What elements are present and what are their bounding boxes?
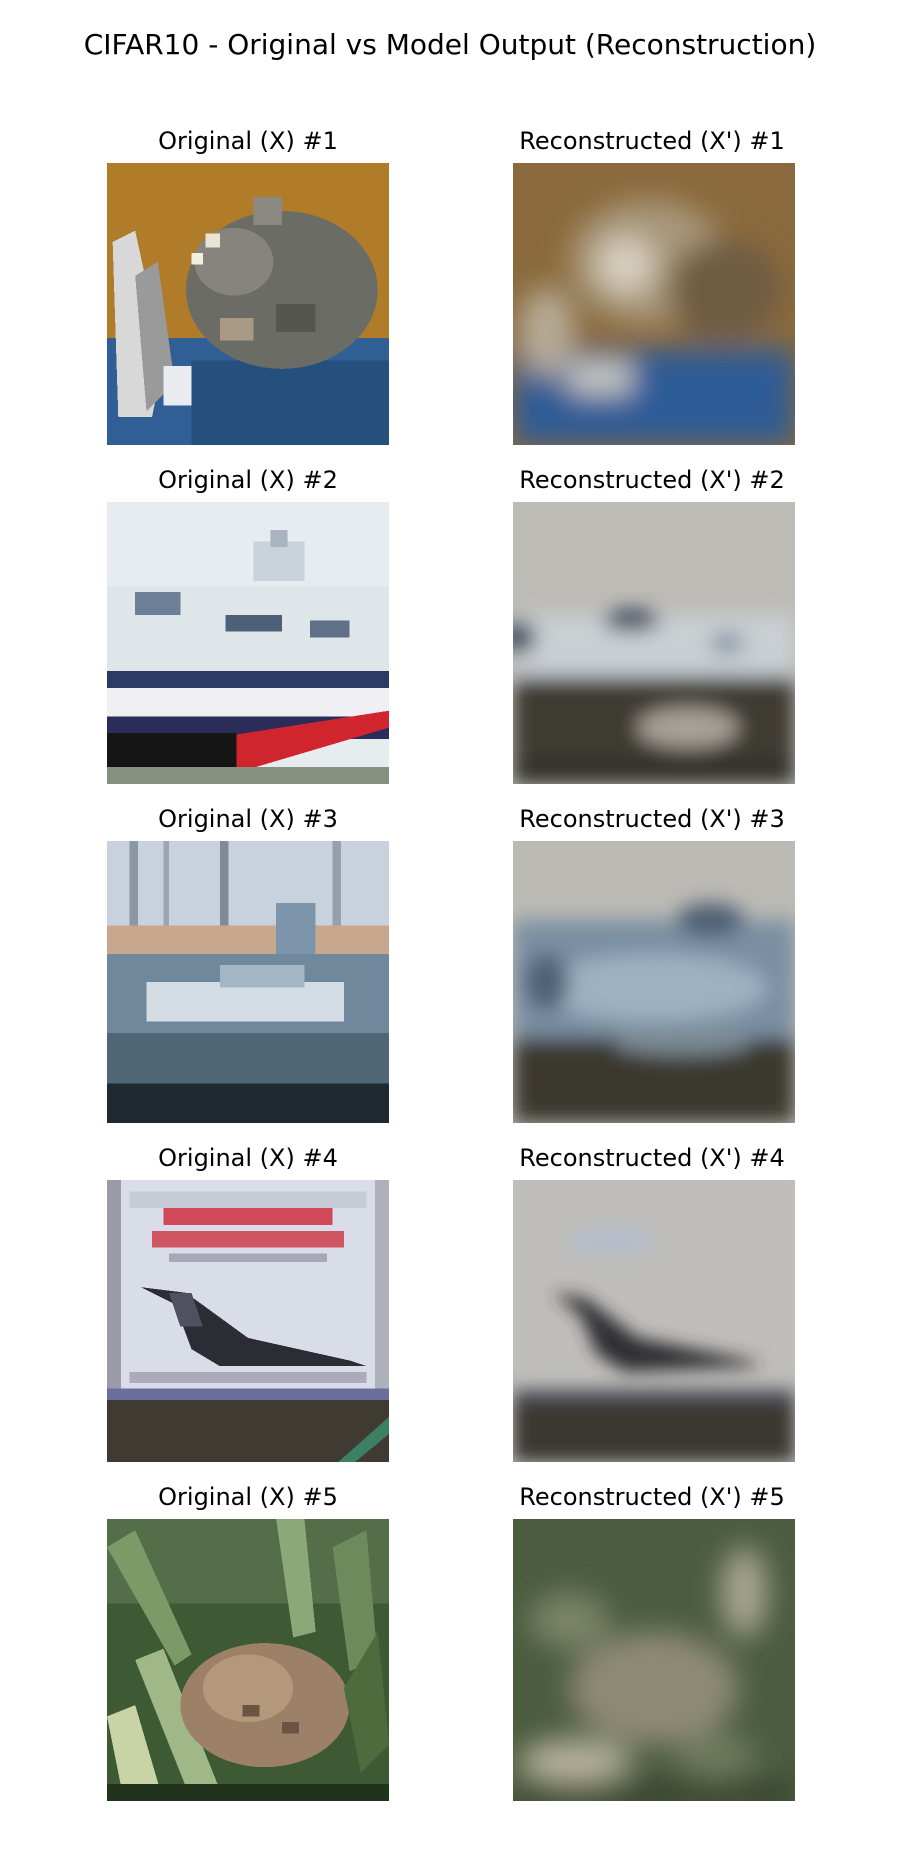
reconstructed-label-3: Reconstructed (X') #3 (519, 805, 785, 833)
figure-title: CIFAR10 - Original vs Model Output (Reco… (83, 28, 817, 61)
reconstructed-image-2 (513, 502, 795, 784)
original-label-4: Original (X) #4 (158, 1144, 338, 1172)
original-image-1 (107, 163, 389, 445)
reconstructed-label-5: Reconstructed (X') #5 (519, 1483, 785, 1511)
reconstructed-label-1: Reconstructed (X') #1 (519, 127, 785, 155)
original-image-5 (107, 1519, 389, 1801)
reconstructed-label-2: Reconstructed (X') #2 (519, 466, 785, 494)
original-image-4 (107, 1180, 389, 1462)
original-label-2: Original (X) #2 (158, 466, 338, 494)
original-label-5: Original (X) #5 (158, 1483, 338, 1511)
reconstructed-image-1 (513, 163, 795, 445)
original-image-2 (107, 502, 389, 784)
reconstructed-image-4 (513, 1180, 795, 1462)
original-image-3 (107, 841, 389, 1123)
reconstructed-image-3 (513, 841, 795, 1123)
reconstructed-label-4: Reconstructed (X') #4 (519, 1144, 785, 1172)
reconstructed-image-5 (513, 1519, 795, 1801)
original-label-3: Original (X) #3 (158, 805, 338, 833)
original-label-1: Original (X) #1 (158, 127, 338, 155)
